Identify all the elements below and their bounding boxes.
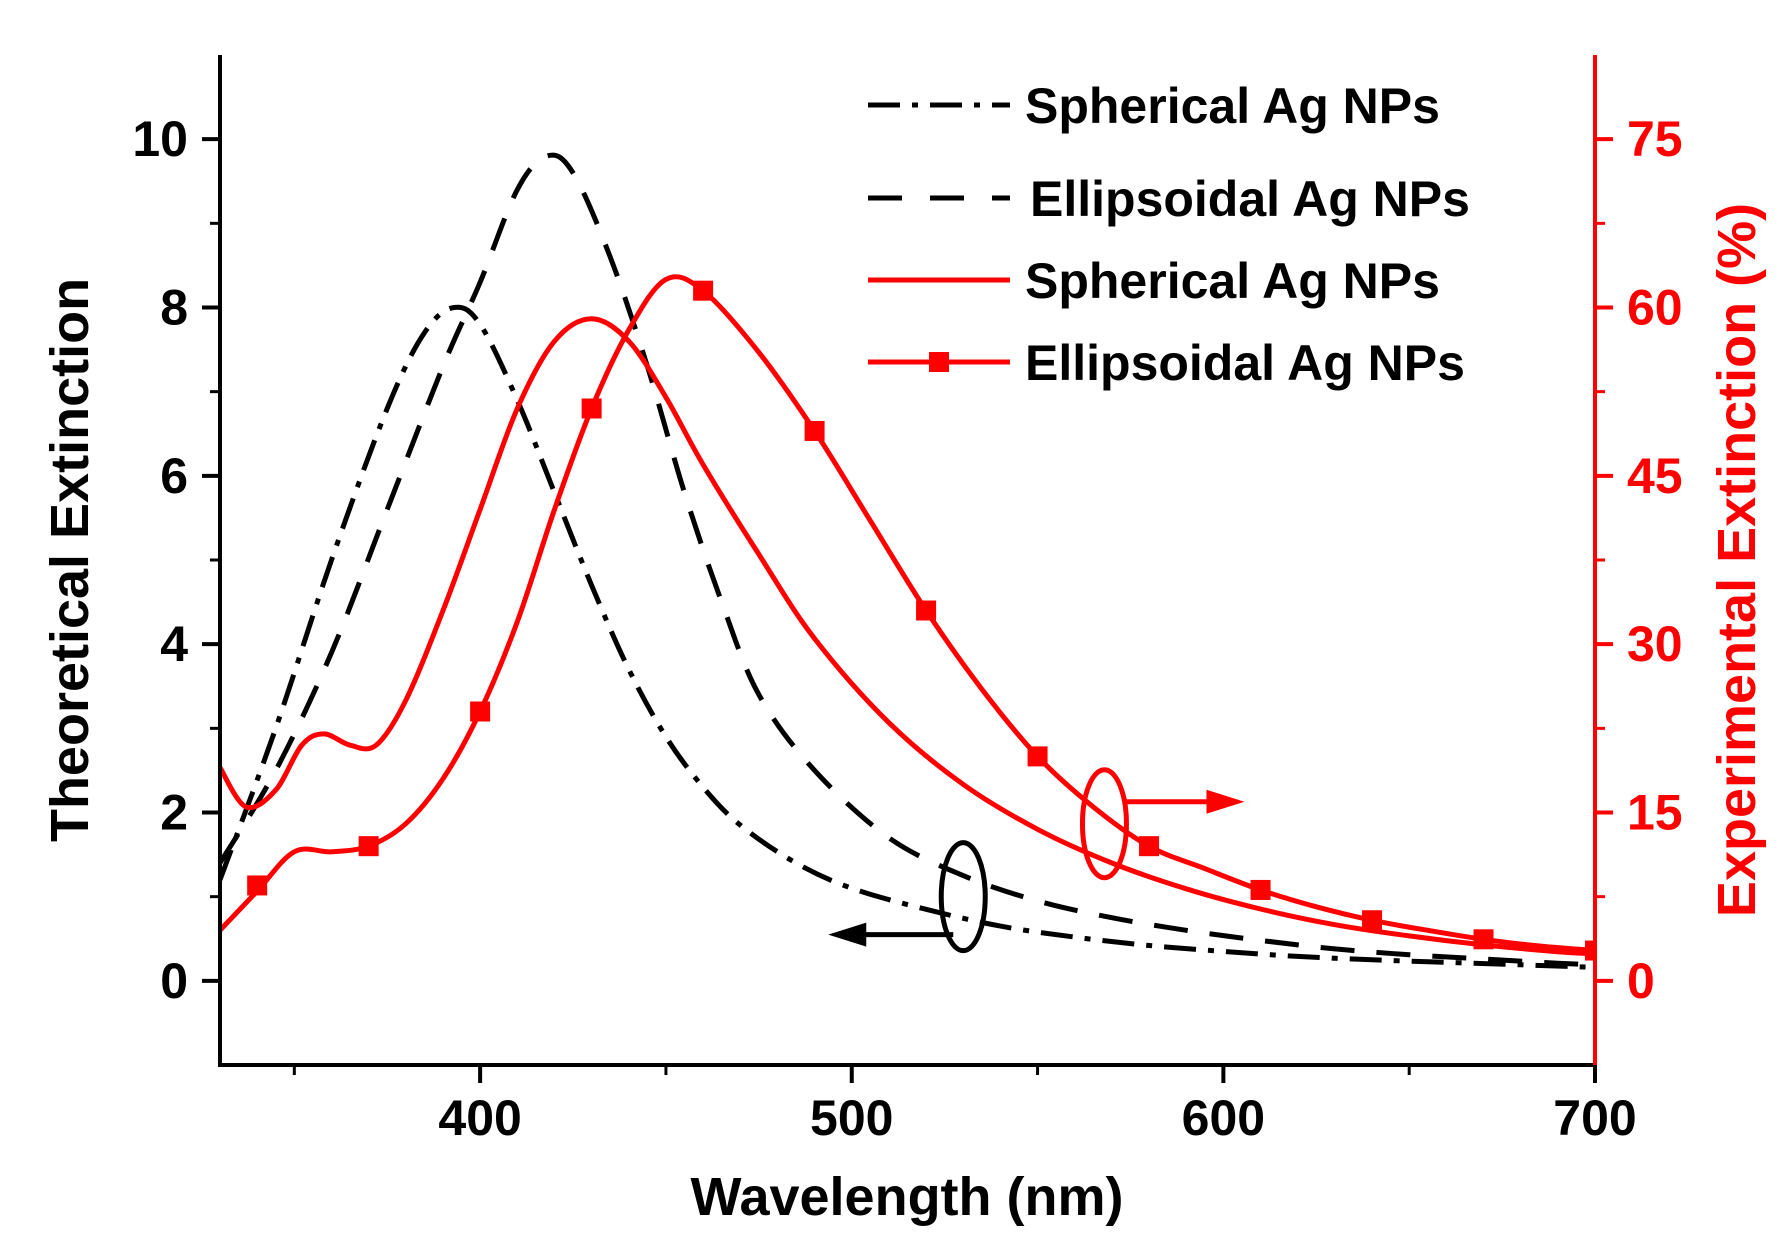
series-4-marker (581, 398, 602, 419)
series-4-marker (470, 701, 491, 722)
legend-marker-4 (929, 352, 949, 372)
series-4-marker (358, 836, 379, 857)
left-y-tick-label: 4 (160, 616, 188, 672)
x-tick-label: 500 (810, 1090, 893, 1146)
series-line-4 (220, 274, 1595, 953)
annotation-ellipse-1 (938, 840, 988, 954)
right-y-tick-label: 75 (1627, 111, 1683, 167)
right-y-tick-label: 60 (1627, 280, 1683, 336)
left-y-tick-label: 0 (160, 953, 188, 1009)
series-4-marker (1473, 929, 1494, 950)
x-tick-label: 700 (1553, 1090, 1636, 1146)
annotation-arrow-head-1 (828, 922, 867, 947)
left-y-tick-label: 2 (160, 785, 188, 841)
series-4-marker (916, 600, 937, 621)
series-4-marker (1250, 879, 1271, 900)
series-4-marker (1585, 940, 1595, 961)
series-4-marker (804, 420, 825, 441)
x-axis-title: Wavelength (nm) (690, 1167, 1123, 1227)
x-tick-label: 400 (438, 1090, 521, 1146)
x-tick-label: 600 (1182, 1090, 1265, 1146)
right-y-tick-label: 45 (1627, 448, 1683, 504)
right-y-axis-title: Experimental Extinction (%) (1707, 203, 1767, 917)
series-4-marker (247, 875, 268, 896)
series-4-marker (1027, 746, 1048, 767)
legend-label-4: Ellipsoidal Ag NPs (1025, 335, 1465, 391)
left-y-tick-label: 8 (160, 280, 188, 336)
legend-label-1: Spherical Ag NPs (1025, 78, 1440, 134)
series-4-marker (693, 280, 714, 301)
series-4-marker (1139, 836, 1160, 857)
series-line-3 (220, 316, 1595, 957)
left-y-axis-title: Theoretical Extinction (40, 278, 100, 842)
legend-label-3: Spherical Ag NPs (1025, 253, 1440, 309)
left-y-tick-label: 6 (160, 448, 188, 504)
series-line-2 (220, 152, 1595, 968)
series-4-marker (1362, 910, 1383, 931)
annotation-ellipse-2 (1079, 767, 1129, 881)
annotation-arrow-head-2 (1206, 789, 1245, 814)
right-y-tick-label: 15 (1627, 785, 1683, 841)
right-y-tick-label: 30 (1627, 616, 1683, 672)
series-line-1 (220, 304, 1595, 970)
legend-label-2: Ellipsoidal Ag NPs (1030, 171, 1470, 227)
left-y-tick-label: 10 (132, 111, 188, 167)
right-y-tick-label: 0 (1627, 953, 1655, 1009)
